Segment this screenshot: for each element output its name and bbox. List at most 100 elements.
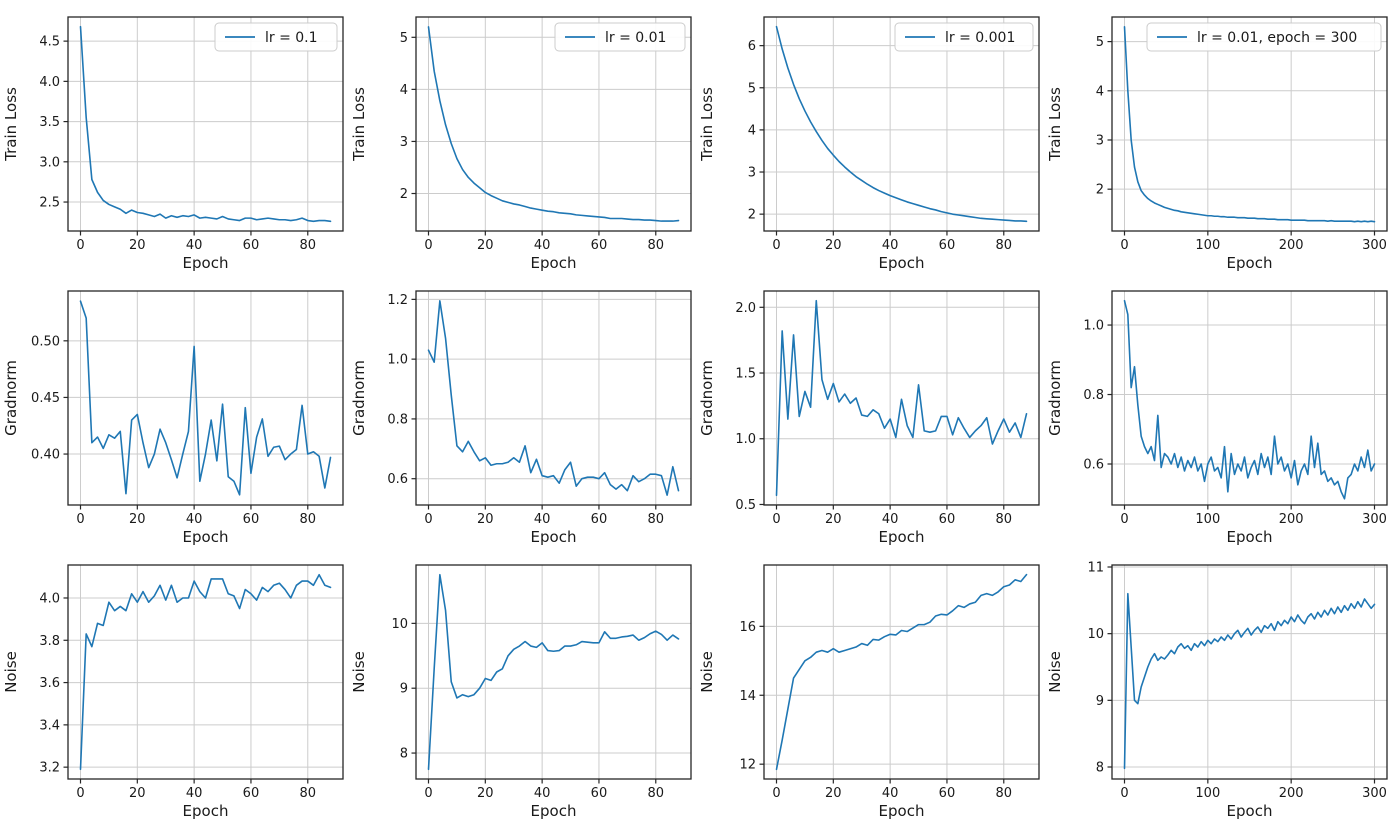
x-tick-label: 60 (591, 786, 608, 801)
data-line-series (1123, 299, 1376, 500)
y-tick-label: 3.4 (39, 718, 60, 733)
x-tick-label: 40 (882, 238, 899, 253)
x-axis-label: Epoch (183, 802, 229, 820)
y-tick-label: 4 (400, 83, 408, 98)
x-tick-label: 200 (1279, 512, 1304, 527)
x-axis-label: Epoch (1227, 528, 1273, 546)
line-chart: 0 20 40 60 80 0.6 0.8 1.0 1.2 Epoch Gradnorm (350, 290, 692, 546)
y-tick-label: 2 (1096, 183, 1104, 198)
y-tick-label: 4 (1096, 84, 1104, 99)
y-axis-label: Gradnorm (698, 360, 716, 436)
x-tick-label: 60 (243, 786, 260, 801)
x-tick-label: 0 (772, 238, 780, 253)
x-tick-label: 0 (772, 786, 780, 801)
line-chart: 0 20 40 60 80 8 9 10 Epoch Noise (350, 564, 692, 820)
chart-gradnorm-lr-0p01: 0 20 40 60 80 0.6 0.8 1.0 1.2 Epoch Gradnorm (348, 275, 696, 549)
y-tick-label: 1.0 (387, 353, 408, 368)
y-tick-label: 5 (1096, 35, 1104, 50)
x-tick-label: 20 (129, 786, 146, 801)
x-tick-label: 0 (1120, 512, 1128, 527)
chart-noise-lr-0p01: 0 20 40 60 80 8 9 10 Epoch Noise (348, 549, 696, 823)
line-chart: 0 20 40 60 80 12 14 16 Epoch Noise (698, 564, 1040, 820)
axes-spines (1111, 290, 1388, 506)
x-tick-label: 60 (243, 512, 260, 527)
y-tick-label: 1.5 (735, 367, 756, 382)
line-chart: 0 100 200 300 0.6 0.8 1.0 Epoch Gradnorm (1046, 290, 1388, 546)
x-tick-label: 60 (591, 512, 608, 527)
x-tick-label: 20 (477, 512, 494, 527)
data-line-series (1123, 592, 1376, 770)
y-tick-label: 0.45 (31, 391, 60, 406)
line-chart: 0 20 40 60 80 3.2 3.4 3.6 3.8 4.0 Epoch Noise (2, 564, 344, 820)
y-axis-label: Gradnorm (2, 360, 20, 436)
y-tick-label: 3.5 (39, 115, 60, 130)
x-tick-label: 100 (1195, 512, 1220, 527)
x-axis-label: Epoch (183, 254, 229, 272)
y-tick-label: 3 (1096, 133, 1104, 148)
legend-label: lr = 0.001 (945, 30, 1015, 46)
axes-spines (763, 16, 1040, 232)
x-tick-label: 40 (534, 238, 551, 253)
legend-box (1146, 22, 1382, 52)
chart-noise-lr-0p1: 0 20 40 60 80 3.2 3.4 3.6 3.8 4.0 Epoch Noise (0, 549, 348, 823)
x-tick-label: 80 (647, 238, 664, 253)
axes-spines (67, 290, 344, 506)
y-tick-label: 2 (748, 208, 756, 223)
axes-spines (67, 16, 344, 232)
y-axis-label: Gradnorm (350, 360, 368, 436)
y-tick-label: 2.5 (39, 196, 60, 211)
y-axis-label: Train Loss (698, 87, 716, 162)
y-tick-label: 5 (400, 31, 408, 46)
x-tick-label: 80 (299, 512, 316, 527)
x-axis-label: Epoch (879, 528, 925, 546)
x-tick-label: 60 (939, 512, 956, 527)
axes-spines (1111, 16, 1388, 232)
y-tick-label: 16 (739, 620, 756, 635)
chart-train-loss-lr-0p01: 0 20 40 60 80 2 3 4 5 Epoch Train Loss lr = 0.01 (348, 1, 696, 275)
y-tick-label: 0.50 (31, 334, 60, 349)
y-tick-label: 2 (400, 187, 408, 202)
y-tick-label: 4.5 (39, 35, 60, 50)
y-axis-label: Train Loss (350, 87, 368, 162)
chart-noise-lr-0p01-epoch-300: 0 100 200 300 8 9 10 11 Epoch Noise (1044, 549, 1392, 823)
y-tick-label: 0.8 (387, 412, 408, 427)
x-tick-label: 100 (1195, 238, 1220, 253)
x-tick-label: 20 (477, 238, 494, 253)
y-axis-label: Gradnorm (1046, 360, 1064, 436)
x-axis-label: Epoch (879, 802, 925, 820)
x-tick-label: 40 (186, 512, 203, 527)
data-line-series (79, 300, 332, 496)
x-axis-label: Epoch (531, 802, 577, 820)
x-tick-label: 200 (1279, 786, 1304, 801)
y-tick-label: 0.6 (387, 472, 408, 487)
chart-train-loss-lr-0p1: 0 20 40 60 80 2.5 3.0 3.5 4.0 4.5 Epoch Train Loss l… (0, 1, 348, 275)
x-tick-label: 60 (939, 238, 956, 253)
x-tick-label: 20 (825, 786, 842, 801)
x-axis-label: Epoch (531, 528, 577, 546)
y-tick-label: 4.0 (39, 591, 60, 606)
x-tick-label: 300 (1362, 238, 1387, 253)
x-tick-label: 0 (1120, 786, 1128, 801)
x-tick-label: 0 (76, 786, 84, 801)
y-tick-label: 6 (748, 39, 756, 54)
chart-train-loss-lr-0p01-epoch-300: 0 100 200 300 2 3 4 5 Epoch Train Loss lr = 0.01, … (1044, 1, 1392, 275)
legend-label: lr = 0.01 (605, 30, 666, 46)
x-tick-label: 300 (1362, 786, 1387, 801)
y-tick-label: 5 (748, 81, 756, 96)
x-tick-label: 40 (534, 786, 551, 801)
legend-label: lr = 0.1 (265, 30, 318, 46)
x-tick-label: 0 (424, 238, 432, 253)
line-chart: 0 20 40 60 80 0.5 1.0 1.5 2.0 Epoch Gradnorm (698, 290, 1040, 546)
legend-label: lr = 0.01, epoch = 300 (1197, 30, 1357, 46)
y-axis-label: Train Loss (2, 87, 20, 162)
y-tick-label: 1.2 (387, 293, 408, 308)
axes-spines (415, 290, 692, 506)
x-tick-label: 0 (1120, 238, 1128, 253)
x-tick-label: 40 (186, 786, 203, 801)
y-tick-label: 0.40 (31, 448, 60, 463)
x-tick-label: 100 (1195, 786, 1220, 801)
x-tick-label: 60 (939, 786, 956, 801)
y-axis-label: Train Loss (1046, 87, 1064, 162)
x-tick-label: 20 (825, 512, 842, 527)
data-line-series (427, 300, 680, 496)
